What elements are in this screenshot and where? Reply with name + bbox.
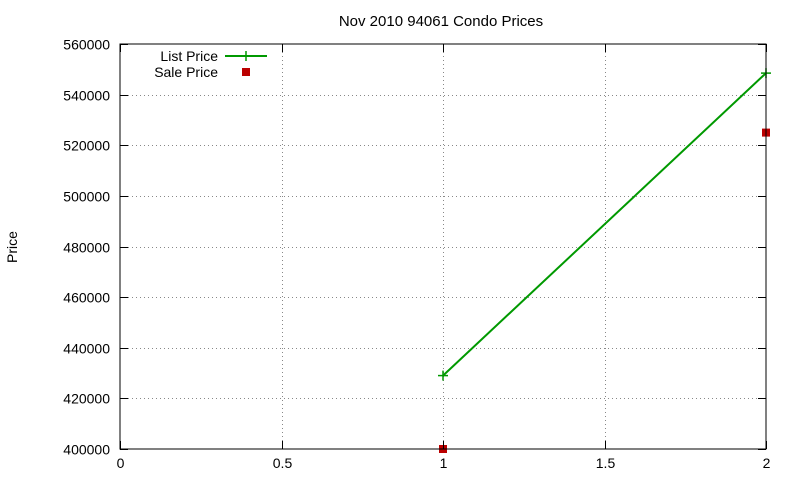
y-tick-label: 560000 [63, 37, 110, 53]
legend-label-sale-price: Sale Price [154, 64, 218, 80]
y-tick-label: 500000 [63, 189, 110, 205]
x-tick-label: 1.5 [596, 455, 616, 471]
chart-title: Nov 2010 94061 Condo Prices [339, 13, 543, 30]
y-tick-label: 400000 [63, 442, 110, 458]
y-tick-label: 540000 [63, 88, 110, 104]
plot-area [438, 68, 771, 453]
y-tick-label: 520000 [63, 138, 110, 154]
legend-label-list-price: List Price [160, 48, 218, 64]
x-tick-label: 1 [440, 455, 448, 471]
list-price-line [442, 72, 767, 377]
y-axis-label: Price [4, 231, 20, 263]
grid [120, 44, 766, 449]
legend-marker-sale-price [242, 68, 250, 76]
legend-marker-list-price [241, 51, 251, 61]
list-price-point [438, 370, 448, 381]
y-tick-label: 480000 [63, 240, 110, 256]
x-tick-label: 0 [117, 455, 125, 471]
x-tick-label: 2 [763, 455, 771, 471]
y-tick-label: 420000 [63, 391, 110, 407]
y-tick-label: 440000 [63, 341, 110, 357]
y-tick-label: 460000 [63, 290, 110, 306]
x-tick-label: 0.5 [273, 455, 293, 471]
axis-ticks: 400000 420000 440000 460000 480000 500000 5200… [63, 37, 770, 472]
